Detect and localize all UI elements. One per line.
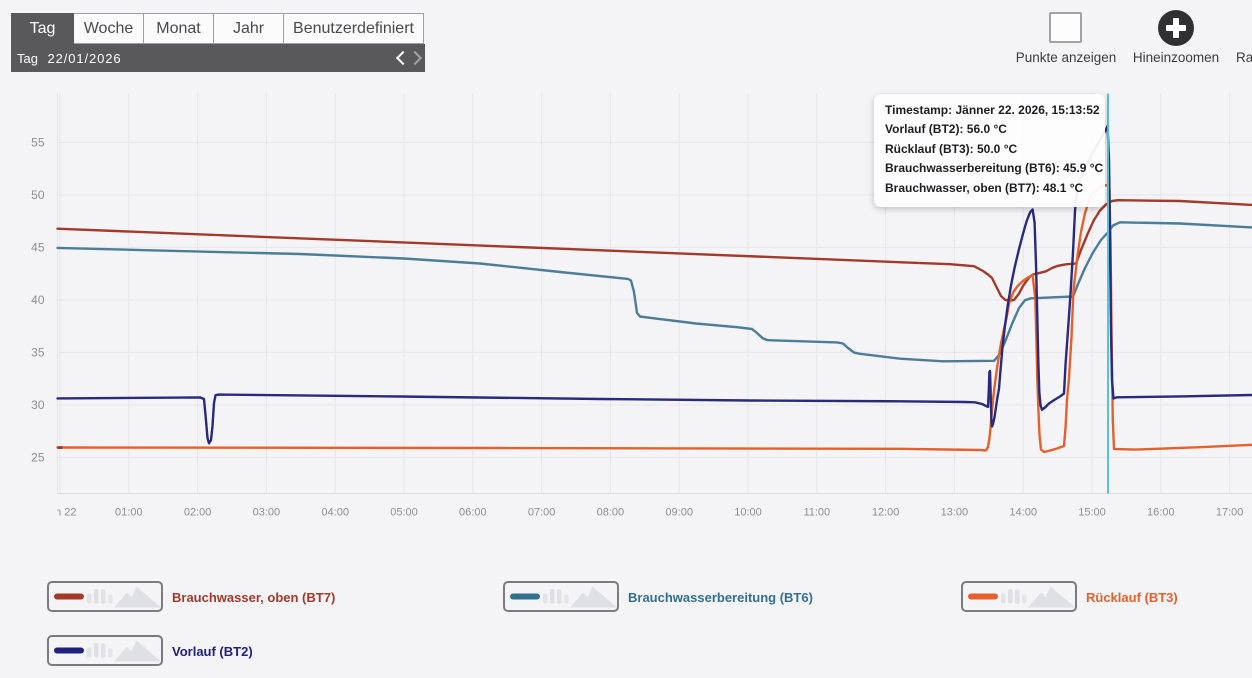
svg-text:04:00: 04:00 [321, 507, 349, 519]
svg-text:35: 35 [31, 345, 45, 359]
svg-text:17:00: 17:00 [1216, 507, 1244, 519]
svg-text:45: 45 [31, 240, 45, 254]
svg-text:Jän 22: Jän 22 [43, 507, 76, 519]
svg-text:02:00: 02:00 [184, 507, 212, 519]
svg-text:06:00: 06:00 [459, 507, 487, 519]
svg-text:11:00: 11:00 [803, 507, 830, 519]
svg-text:03:00: 03:00 [253, 507, 281, 519]
svg-text:30: 30 [31, 398, 45, 412]
svg-text:10:00: 10:00 [734, 507, 762, 519]
svg-text:13:00: 13:00 [941, 507, 969, 519]
svg-text:15:00: 15:00 [1078, 507, 1106, 519]
svg-text:25: 25 [31, 450, 45, 464]
svg-text:50: 50 [31, 188, 45, 202]
svg-text:01:00: 01:00 [115, 507, 143, 519]
svg-text:09:00: 09:00 [665, 507, 693, 519]
svg-text:14:00: 14:00 [1009, 507, 1037, 519]
svg-text:16:00: 16:00 [1147, 507, 1175, 519]
svg-text:55: 55 [31, 135, 45, 149]
svg-text:08:00: 08:00 [597, 507, 625, 519]
svg-text:12:00: 12:00 [872, 507, 900, 519]
svg-text:05:00: 05:00 [390, 507, 418, 519]
svg-text:40: 40 [31, 293, 45, 307]
svg-text:07:00: 07:00 [528, 507, 556, 519]
